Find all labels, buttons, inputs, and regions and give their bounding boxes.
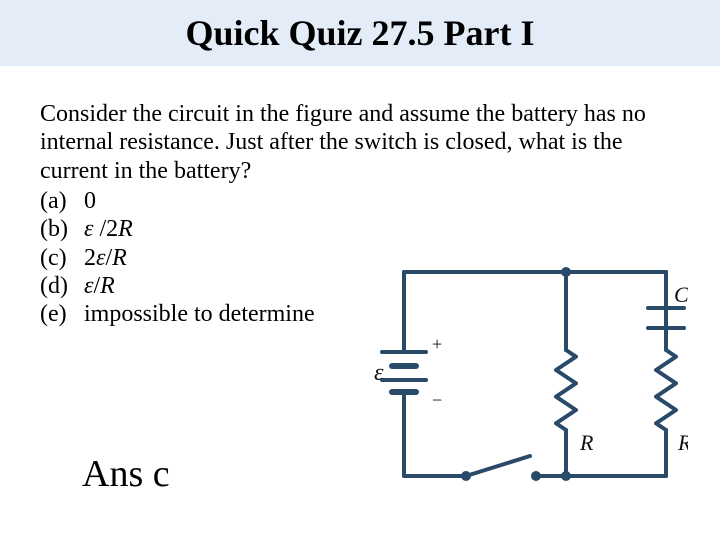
answer-text: Ans c [82, 452, 170, 496]
option-marker: (b) [40, 215, 84, 243]
option-value: 0 [84, 187, 96, 215]
svg-text:+: + [432, 334, 442, 354]
option-value: ε /2R [84, 215, 133, 243]
option-a: (a) 0 [40, 187, 680, 215]
option-value: ε/R [84, 272, 115, 300]
svg-text:R: R [677, 430, 688, 455]
option-marker: (d) [40, 272, 84, 300]
option-marker: (c) [40, 244, 84, 272]
option-marker: (e) [40, 300, 84, 328]
svg-text:C: C [674, 282, 688, 307]
svg-text:ε: ε [374, 360, 384, 386]
question-text: Consider the circuit in the figure and a… [40, 100, 680, 185]
option-value: impossible to determine [84, 300, 315, 328]
title-band: Quick Quiz 27.5 Part I [0, 0, 720, 66]
option-marker: (a) [40, 187, 84, 215]
page-title: Quick Quiz 27.5 Part I [186, 12, 535, 54]
circuit-diagram: C R Rε + − [370, 242, 688, 514]
svg-text:R: R [579, 430, 594, 455]
option-value: 2ε/R [84, 244, 127, 272]
option-b: (b) ε /2R [40, 215, 680, 243]
svg-text:−: − [432, 390, 442, 410]
